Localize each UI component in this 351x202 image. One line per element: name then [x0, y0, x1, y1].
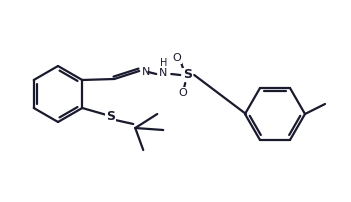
Text: N: N [142, 67, 151, 77]
Text: N: N [159, 68, 167, 78]
Text: O: O [179, 88, 188, 98]
Text: H: H [160, 58, 167, 68]
Text: S: S [183, 68, 192, 81]
Text: S: S [106, 109, 115, 122]
Text: O: O [173, 53, 181, 63]
